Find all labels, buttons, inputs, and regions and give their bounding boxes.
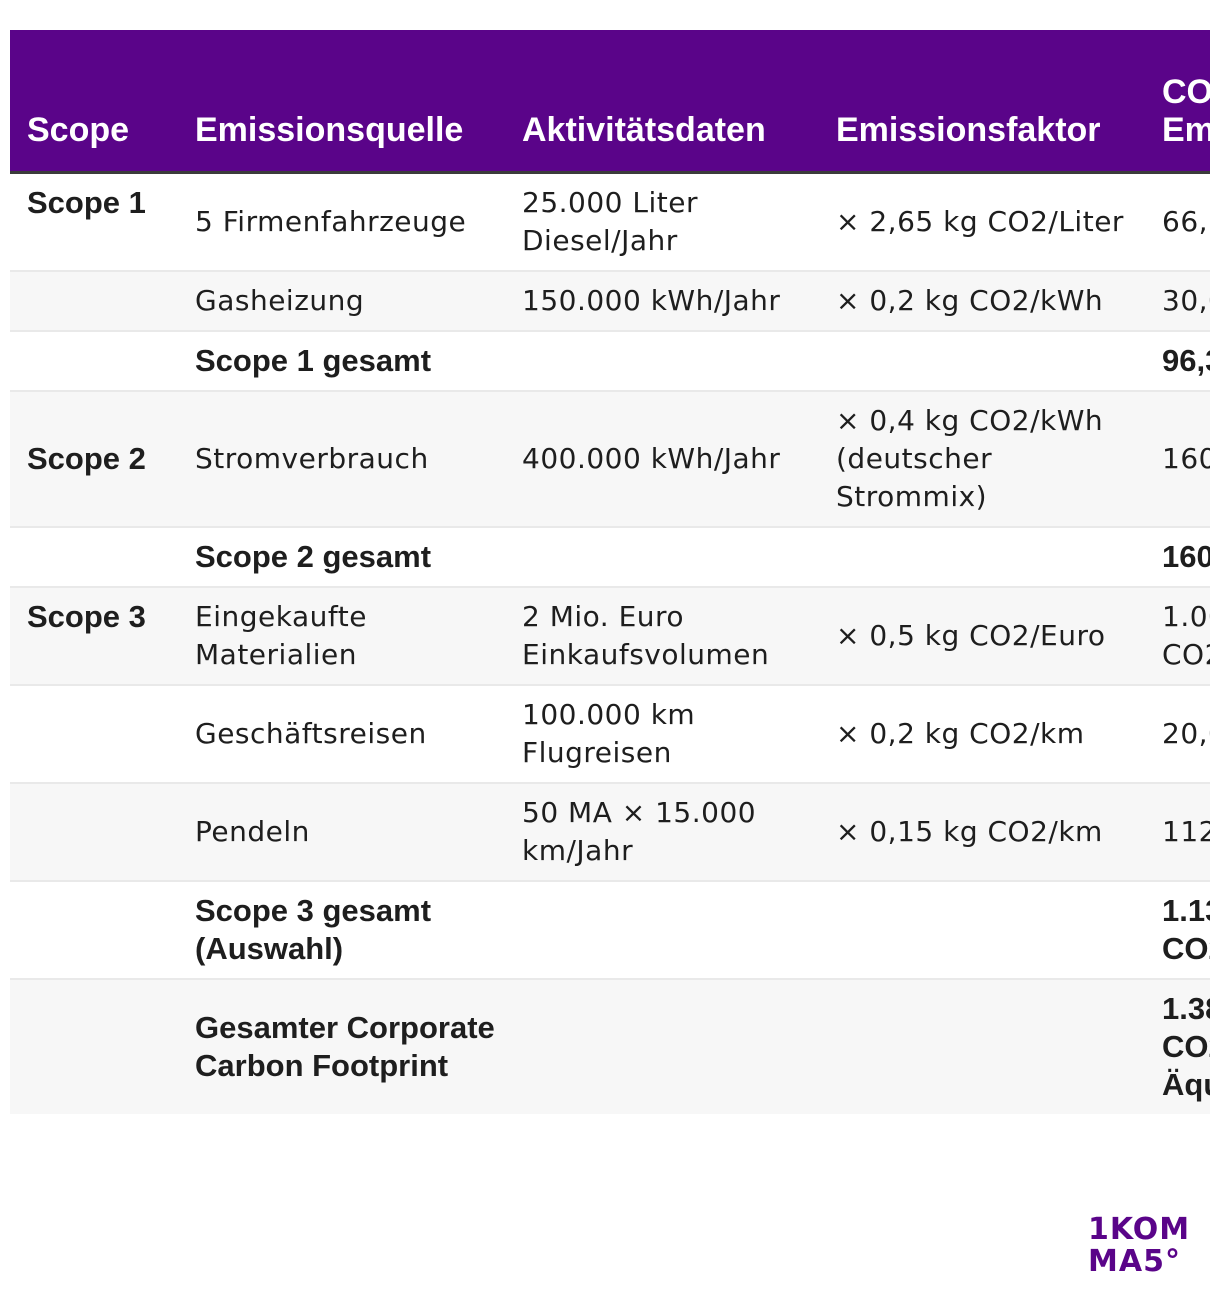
cell-factor	[819, 881, 1145, 980]
cell-activity	[505, 979, 819, 1114]
cell-scope	[10, 271, 178, 332]
cell-emissions: 20,0 t	[1145, 685, 1210, 784]
logo-line-1: 1KOM	[1088, 1212, 1191, 1247]
cell-factor: × 0,5 kg CO2/Euro	[819, 587, 1145, 686]
cell-activity	[505, 527, 819, 588]
cell-scope	[10, 979, 178, 1114]
cell-scope: Scope 2	[10, 391, 178, 528]
cell-emissions: 1.000 t CO2	[1145, 587, 1210, 686]
cell-emissions: 96,3 t	[1145, 331, 1210, 392]
table-row: Pendeln 50 MA × 15.000 km/Jahr × 0,15 kg…	[10, 783, 1210, 882]
table-row: Scope 1 5 Firmenfahrzeuge 25.000 Liter D…	[10, 172, 1210, 272]
cell-emissions: 160 t	[1145, 391, 1210, 528]
emissions-table-container: Scope Emissionsquelle Aktivitätsdaten Em…	[10, 30, 1210, 1114]
cell-activity: 400.000 kWh/Jahr	[505, 391, 819, 528]
cell-factor	[819, 331, 1145, 392]
cell-scope: Scope 3	[10, 587, 178, 686]
cell-scope: Scope 1	[10, 172, 178, 272]
cell-activity: 150.000 kWh/Jahr	[505, 271, 819, 332]
table-row-total: Gesamter Corporate Carbon Footprint 1.38…	[10, 979, 1210, 1114]
cell-source: Stromverbrauch	[178, 391, 505, 528]
cell-factor	[819, 527, 1145, 588]
cell-factor: × 0,4 kg CO2/kWh (deutscher Strommix)	[819, 391, 1145, 528]
cell-source: Eingekaufte Materialien	[178, 587, 505, 686]
header-source: Emissionsquelle	[178, 30, 505, 174]
cell-scope	[10, 881, 178, 980]
cell-activity	[505, 881, 819, 980]
cell-source: Scope 1 gesamt	[178, 331, 505, 392]
cell-scope	[10, 331, 178, 392]
cell-source: Pendeln	[178, 783, 505, 882]
logo-line-2: MA5°	[1088, 1244, 1181, 1279]
cell-activity: 25.000 Liter Diesel/Jahr	[505, 172, 819, 272]
table-row: Scope 3 Eingekaufte Materialien 2 Mio. E…	[10, 587, 1210, 686]
cell-source: 5 Firmenfahrzeuge	[178, 172, 505, 272]
cell-emissions: 1.388,8 t CO2-Äquivalente	[1162, 991, 1210, 1102]
cell-factor: × 0,2 kg CO2/km	[819, 685, 1145, 784]
cell-source: Geschäftsreisen	[178, 685, 505, 784]
table-header: Scope Emissionsquelle Aktivitätsdaten Em…	[10, 30, 1210, 174]
cell-factor: × 0,15 kg CO2/km	[819, 783, 1145, 882]
header-activity: Aktivitätsdaten	[505, 30, 819, 174]
header-factor: Emissionsfaktor	[819, 30, 1145, 174]
table-row-subtotal: Scope 3 gesamt (Auswahl) 1.132,5 t CO2	[10, 881, 1210, 980]
cell-factor	[819, 979, 1145, 1114]
cell-scope	[10, 685, 178, 784]
cell-activity: 50 MA × 15.000 km/Jahr	[505, 783, 819, 882]
cell-activity: 100.000 km Flugreisen	[505, 685, 819, 784]
table-row-subtotal: Scope 1 gesamt 96,3 t	[10, 331, 1210, 392]
cell-scope	[10, 783, 178, 882]
cell-factor: × 2,65 kg CO2/Liter	[819, 172, 1145, 272]
cell-emissions: 1.132,5 t CO2	[1145, 881, 1210, 980]
cell-source: Scope 3 gesamt (Auswahl)	[178, 881, 505, 980]
header-scope: Scope	[10, 30, 178, 174]
cell-source: Gesamter Corporate Carbon Footprint	[195, 1010, 495, 1083]
header-emissions: CO2-Emissionen	[1145, 30, 1210, 174]
cell-activity	[505, 331, 819, 392]
table-row: Geschäftsreisen 100.000 km Flugreisen × …	[10, 685, 1210, 784]
cell-factor: × 0,2 kg CO2/kWh	[819, 271, 1145, 332]
cell-activity: 2 Mio. Euro Einkaufsvolumen	[505, 587, 819, 686]
cell-emissions: 112,5 t	[1145, 783, 1210, 882]
emissions-table: Scope Emissionsquelle Aktivitätsdaten Em…	[10, 30, 1210, 1114]
cell-scope	[10, 527, 178, 588]
table-body: Scope 1 5 Firmenfahrzeuge 25.000 Liter D…	[10, 172, 1210, 1114]
header-row: Scope Emissionsquelle Aktivitätsdaten Em…	[10, 30, 1210, 174]
table-row-subtotal: Scope 2 gesamt 160 t	[10, 527, 1210, 588]
cell-emissions: 160 t	[1145, 527, 1210, 588]
cell-source: Gasheizung	[178, 271, 505, 332]
cell-source: Scope 2 gesamt	[178, 527, 505, 588]
cell-emissions: 30,0 t	[1145, 271, 1210, 332]
brand-logo: 1KOM MA5°	[1088, 1214, 1208, 1278]
cell-emissions: 66,3 t	[1145, 172, 1210, 272]
table-row: Scope 2 Stromverbrauch 400.000 kWh/Jahr …	[10, 391, 1210, 528]
table-row: Gasheizung 150.000 kWh/Jahr × 0,2 kg CO2…	[10, 271, 1210, 332]
